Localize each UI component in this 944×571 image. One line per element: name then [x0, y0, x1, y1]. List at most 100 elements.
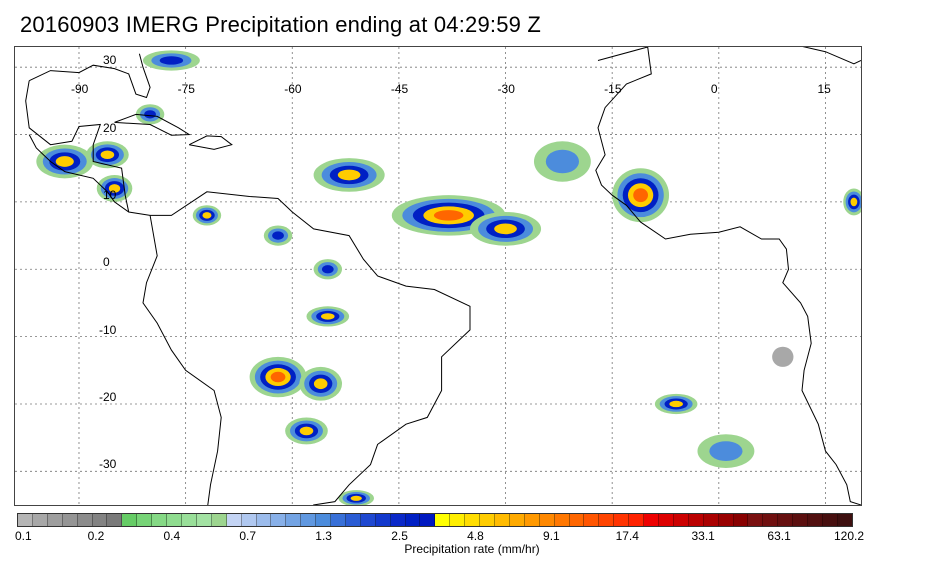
cuba — [114, 113, 191, 136]
colorbar-swatch — [241, 514, 257, 526]
latitude-label: -10 — [99, 322, 117, 337]
colorbar-swatch — [211, 514, 227, 526]
longitude-label: -60 — [284, 82, 302, 96]
colorbar-swatch — [32, 514, 48, 526]
colorbar-swatch — [509, 514, 525, 526]
colorbar-swatch — [18, 514, 33, 526]
precip-cell — [285, 417, 328, 445]
caribbean-coast — [25, 80, 130, 213]
colorbar-swatch — [733, 514, 749, 526]
colorbar-swatch — [107, 514, 123, 526]
precip-cell — [86, 141, 129, 169]
colorbar-swatch — [554, 514, 570, 526]
colorbar-tick-label: 1.3 — [315, 529, 332, 543]
colorbar-swatch — [569, 514, 585, 526]
colorbar-swatch — [480, 514, 495, 526]
latitude-label: -20 — [99, 389, 117, 404]
colorbar-swatch — [450, 514, 466, 526]
longitude-label: -45 — [390, 82, 409, 96]
colorbar-swatch — [599, 514, 615, 526]
colorbar-swatch — [152, 514, 168, 526]
precip-cell — [313, 259, 343, 280]
colorbar-swatch — [495, 514, 510, 526]
colorbar-swatch — [420, 514, 436, 526]
colorbar-swatch — [837, 514, 852, 526]
precip-cell — [313, 158, 385, 192]
precip-cell — [391, 195, 506, 236]
south-america-west-coast — [142, 215, 222, 505]
precip-cell — [306, 306, 350, 327]
colorbar-swatch — [122, 514, 138, 526]
colorbar-tick-label: 0.4 — [163, 529, 181, 543]
longitude-label: 0 — [710, 82, 718, 96]
precip-cell — [469, 212, 542, 246]
gulf-coast — [28, 53, 151, 99]
longitude-label: -90 — [70, 82, 89, 96]
precip-cell — [263, 225, 293, 246]
precip-cell — [612, 168, 670, 223]
precip-cell — [96, 174, 133, 202]
precip-cell — [36, 144, 94, 179]
colorbar-swatch — [62, 514, 78, 526]
mediterranean-coast — [802, 47, 861, 65]
precip-cell — [249, 356, 307, 398]
colorbar-swatch — [793, 514, 809, 526]
colorbar-tick-label: 17.4 — [615, 529, 639, 543]
colorbar-swatch — [763, 514, 779, 526]
colorbar-swatch — [644, 514, 659, 526]
colorbar-swatch — [718, 514, 734, 526]
colorbar-tick-label: 2.5 — [391, 529, 408, 543]
precip-cell — [697, 434, 755, 468]
colorbar-swatch — [226, 514, 242, 526]
colorbar-tick-label: 9.1 — [543, 529, 560, 543]
latitude-label: 0 — [103, 255, 110, 270]
colorbar-swatch — [748, 514, 764, 526]
colorbar-swatch — [271, 514, 287, 526]
colorbar-tick-label: 120.2 — [833, 529, 865, 543]
colorbar-label: Precipitation rate (mm/hr) — [404, 542, 540, 556]
colorbar-swatch — [137, 514, 153, 526]
coastlines — [25, 47, 861, 505]
colorbar-swatch — [584, 514, 600, 526]
precipitation-layer — [36, 50, 861, 505]
colorbar-swatch — [435, 514, 451, 526]
colorbar-swatch — [465, 514, 481, 526]
colorbar-swatch — [390, 514, 406, 526]
colorbar-swatch — [375, 514, 391, 526]
colorbar-swatch — [301, 514, 317, 526]
colorbar-swatch — [256, 514, 272, 526]
latitude-label: -30 — [99, 457, 117, 472]
precip-cell — [299, 366, 343, 401]
colorbar-swatch — [167, 514, 182, 526]
map-panel: -90 -75 -60 -45 -30 -15 0 15 30 20 10 0 -10 -20 -30 — [14, 46, 862, 506]
central-america-coast — [28, 134, 151, 216]
colorbar-tick-label: 0.2 — [87, 529, 105, 543]
longitude-label: -15 — [604, 82, 622, 96]
precip-cell — [654, 393, 698, 415]
colorbar-swatch — [345, 514, 361, 526]
colorbar-swatch — [703, 514, 719, 526]
colorbar — [17, 513, 853, 527]
colorbar-swatch — [629, 514, 645, 526]
precip-cell — [142, 50, 200, 71]
colorbar-swatch — [181, 514, 197, 526]
colorbar-swatch — [688, 514, 704, 526]
colorbar-swatch — [778, 514, 794, 526]
colorbar-ticks: 0.1 0.2 0.4 0.7 1.3 2.5 4.8 9.1 17.4 33.1 63.1 120.… — [0, 529, 944, 545]
colorbar-tick-label: 33.1 — [691, 529, 715, 543]
colorbar-swatch — [539, 514, 555, 526]
south-america-coast — [150, 191, 471, 505]
colorbar-tick-label: 63.1 — [767, 529, 791, 543]
colorbar-swatch — [822, 514, 838, 526]
map-title: 20160903 IMERG Precipitation ending at 0… — [20, 12, 542, 37]
precip-cell — [338, 490, 375, 505]
colorbar-swatch — [92, 514, 108, 526]
longitude-label: -30 — [497, 82, 515, 96]
africa-coast — [595, 47, 861, 505]
colorbar-tick-label: 4.8 — [467, 529, 484, 543]
colorbar-swatch — [524, 514, 540, 526]
longitude-label: -75 — [177, 82, 195, 96]
colorbar-swatch — [808, 514, 823, 526]
colorbar-swatch — [405, 514, 421, 526]
colorbar-swatch — [360, 514, 376, 526]
